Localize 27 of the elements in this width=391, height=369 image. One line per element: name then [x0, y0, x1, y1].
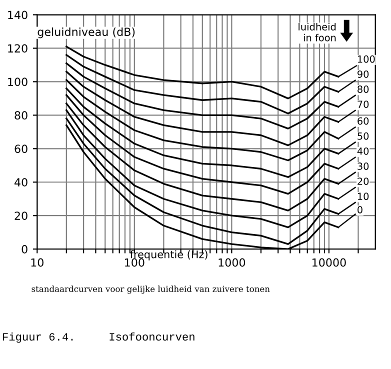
- legend-label: 60: [358, 117, 369, 125]
- text: Figuur 6.4. Isofooncurven: [3, 332, 194, 343]
- x-tick-label: 1000: [218, 258, 246, 267]
- legend-label: 20: [358, 178, 369, 185]
- x-tick-label: 10: [31, 258, 44, 267]
- x-tick-label: 10000: [312, 258, 346, 267]
- y-tick-label: 60: [14, 144, 28, 154]
- y-tick-label: 0: [22, 245, 28, 254]
- annotation: luidheid in foon: [298, 22, 336, 42]
- y-tick-label: 80: [14, 111, 28, 120]
- y-tick-label: 100: [8, 78, 28, 86]
- x-axis-title: frequentie (Hz): [130, 250, 208, 260]
- legend-label: 40: [357, 147, 369, 155]
- legend-label: 50: [358, 132, 369, 140]
- y-tick-label: 140: [8, 10, 28, 20]
- text: standaardcurven voor gelijke luidheid van zuivere tonen: [32, 286, 270, 294]
- y-axis-title: geluidniveau (dB): [38, 27, 135, 38]
- legend-label: 100: [358, 192, 369, 214]
- y-tick-label: 40: [14, 178, 28, 187]
- legend-label: 30: [358, 162, 369, 170]
- x-tick-label: 100: [125, 258, 144, 267]
- y-tick-label: 120: [8, 44, 28, 53]
- legend-label: 90: [358, 70, 369, 78]
- legend-label: 80: [358, 86, 369, 93]
- text: 100: [358, 55, 375, 63]
- y-tick-label: 20: [14, 212, 28, 220]
- legend-label: 70: [358, 100, 369, 108]
